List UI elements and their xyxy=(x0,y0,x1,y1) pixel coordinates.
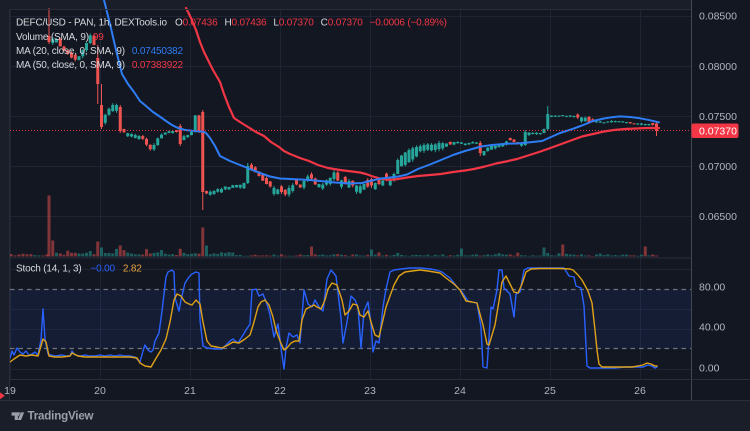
svg-text:24: 24 xyxy=(454,385,466,397)
svg-text:0.08000: 0.08000 xyxy=(699,61,737,73)
svg-text:0.06500: 0.06500 xyxy=(699,211,737,223)
svg-text:0.07000: 0.07000 xyxy=(699,161,737,173)
svg-text:80.00: 80.00 xyxy=(699,282,725,294)
svg-text:Stoch (14, 1, 3)−0.002.82: Stoch (14, 1, 3) −0.00 2.82 xyxy=(16,264,142,275)
svg-text:MA (20, close, 0, SMA, 9)0.074: MA (20, close, 0, SMA, 9) 0.07450382 xyxy=(16,46,184,57)
svg-text:26: 26 xyxy=(634,385,646,397)
svg-text:19: 19 xyxy=(4,385,16,397)
svg-text:0.07370: 0.07370 xyxy=(699,126,737,138)
svg-text:0.07500: 0.07500 xyxy=(699,111,737,123)
svg-text:0.08500: 0.08500 xyxy=(699,11,737,23)
svg-text:22: 22 xyxy=(274,385,286,397)
svg-text:23: 23 xyxy=(364,385,376,397)
svg-text:20: 20 xyxy=(94,385,106,397)
svg-text:MA (50, close, 0, SMA, 9)0.073: MA (50, close, 0, SMA, 9) 0.07383922 xyxy=(16,60,184,71)
svg-text:Volume (SMA, 9)99: Volume (SMA, 9) 99 xyxy=(16,32,104,43)
svg-text:40.00: 40.00 xyxy=(699,322,725,334)
svg-text:25: 25 xyxy=(544,385,556,397)
svg-text:DEFC/USD - PAN, 1h, DEXTools.i: DEFC/USD - PAN, 1h, DEXTools.io O0.07436 H… xyxy=(16,18,447,29)
svg-text:TradingView: TradingView xyxy=(28,410,95,423)
svg-text:21: 21 xyxy=(184,385,196,397)
svg-text:0.00: 0.00 xyxy=(699,363,720,375)
